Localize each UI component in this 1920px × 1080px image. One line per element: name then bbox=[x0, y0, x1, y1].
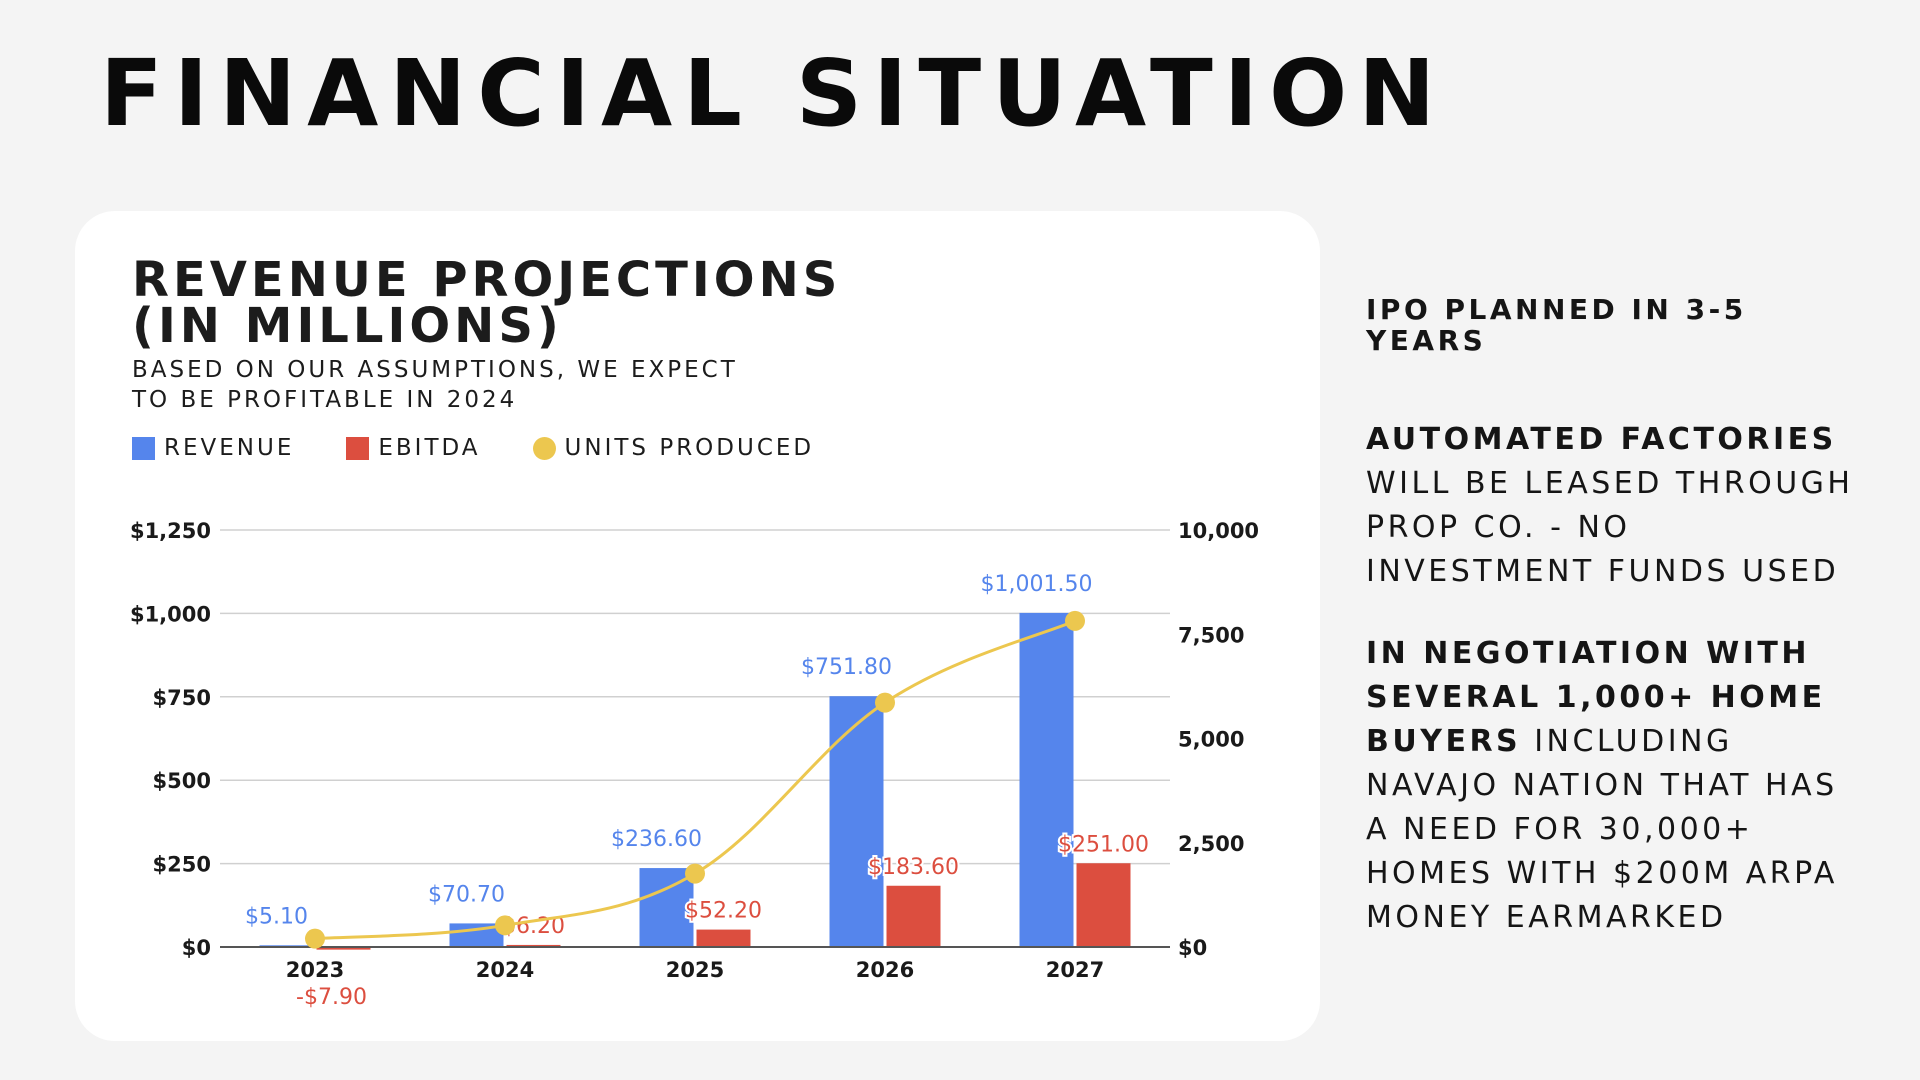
revenue-chart-card: REVENUE PROJECTIONS (IN MILLIONS) BASED … bbox=[75, 211, 1320, 1041]
revenue-data-label: $70.70 bbox=[428, 882, 505, 907]
legend-item-revenue: REVENUE bbox=[132, 435, 294, 461]
units-produced-point bbox=[685, 863, 705, 884]
negotiation-note: IN NEGOTIATION WITH SEVERAL 1,000+ HOME … bbox=[1366, 632, 1866, 940]
revenue-data-label: $1,001.50 bbox=[981, 572, 1093, 597]
negotiation-heading: IN NEGOTIATION WITH SEVERAL 1,000+ HOME … bbox=[1366, 636, 1826, 759]
y-left-tick-label: $500 bbox=[153, 769, 211, 793]
chart-subtitle: BASED ON OUR ASSUMPTIONS, WE EXPECT TO B… bbox=[132, 357, 738, 413]
legend-label-units: UNITS PRODUCED bbox=[564, 435, 815, 461]
ebitda-data-label: -$7.90 bbox=[296, 985, 367, 1010]
key-points: IPO PLANNED IN 3-5 YEARS AUTOMATED FACTO… bbox=[1366, 294, 1866, 978]
y-left-tick-label: $0 bbox=[182, 936, 211, 960]
ebitda-data-label: $251.00 bbox=[1058, 832, 1149, 857]
units-produced-point bbox=[305, 928, 325, 949]
ebitda-bar bbox=[506, 944, 561, 947]
ebitda-data-label: $183.60 bbox=[868, 855, 959, 880]
factories-heading: AUTOMATED FACTORIES bbox=[1366, 422, 1837, 457]
units-produced-point bbox=[875, 692, 895, 713]
x-tick-label: 2024 bbox=[476, 958, 534, 982]
y-left-tick-label: $1,000 bbox=[130, 602, 211, 626]
legend-item-units: UNITS PRODUCED bbox=[532, 435, 815, 461]
legend-item-ebitda: EBITDA bbox=[346, 435, 480, 461]
y-left-tick-label: $750 bbox=[153, 686, 211, 710]
x-tick-label: 2026 bbox=[856, 958, 914, 982]
ipo-note: IPO PLANNED IN 3-5 YEARS bbox=[1366, 293, 1747, 357]
units-produced-point bbox=[1065, 610, 1085, 631]
y-right-tick-label: 2,500 bbox=[1178, 832, 1244, 856]
ebitda-bar bbox=[316, 947, 371, 950]
chart-title-line-1: REVENUE PROJECTIONS bbox=[132, 252, 842, 308]
x-tick-label: 2027 bbox=[1046, 958, 1104, 982]
revenue-bar bbox=[449, 923, 504, 947]
revenue-data-label: $751.80 bbox=[801, 655, 892, 680]
y-left-tick-label: $250 bbox=[153, 853, 211, 877]
legend-label-ebitda: EBITDA bbox=[378, 435, 481, 461]
revenue-data-label: $236.60 bbox=[611, 827, 702, 852]
ebitda-bar bbox=[1076, 863, 1131, 947]
revenue-bar bbox=[1019, 612, 1074, 947]
page-title: FINANCIAL SITUATION bbox=[100, 40, 1447, 147]
x-tick-label: 2025 bbox=[666, 958, 724, 982]
y-right-tick-label: 10,000 bbox=[1178, 519, 1259, 543]
y-right-tick-label: 5,000 bbox=[1178, 728, 1244, 752]
revenue-bar bbox=[639, 868, 694, 947]
x-tick-label: 2023 bbox=[286, 958, 344, 982]
revenue-bar bbox=[829, 696, 884, 947]
revenue-data-label: $5.10 bbox=[245, 904, 308, 929]
y-left-tick-label: $1,250 bbox=[130, 519, 211, 543]
units-produced-point bbox=[495, 915, 515, 936]
factories-note: AUTOMATED FACTORIES WILL BE LEASED THROU… bbox=[1366, 418, 1866, 594]
chart-title: REVENUE PROJECTIONS (IN MILLIONS) bbox=[132, 252, 1032, 354]
legend-label-revenue: REVENUE bbox=[164, 435, 295, 461]
legend-swatch-ebitda bbox=[346, 436, 370, 460]
revenue-chart: $0 $250 $500 $750 $1,000 $1,250 $0 2,500 5,000 7,… bbox=[130, 519, 1259, 1012]
y-right-tick-label: $0 bbox=[1178, 936, 1207, 960]
chart-legend: REVENUE EBITDA UNITS PRODUCED bbox=[132, 433, 866, 463]
factories-text: WILL BE LEASED THROUGH PROP CO. - NO INV… bbox=[1366, 466, 1854, 589]
legend-swatch-revenue bbox=[132, 436, 155, 460]
ebitda-bar bbox=[886, 885, 941, 947]
y-right-tick-label: 7,500 bbox=[1178, 623, 1244, 647]
legend-swatch-units bbox=[532, 436, 556, 460]
ebitda-data-label: $52.20 bbox=[685, 899, 762, 924]
chart-title-line-2: (IN MILLIONS) bbox=[132, 298, 563, 354]
ebitda-bar bbox=[696, 929, 751, 947]
negotiation-text: INCLUDING NAVAJO NATION THAT HAS A NEED … bbox=[1366, 724, 1838, 935]
